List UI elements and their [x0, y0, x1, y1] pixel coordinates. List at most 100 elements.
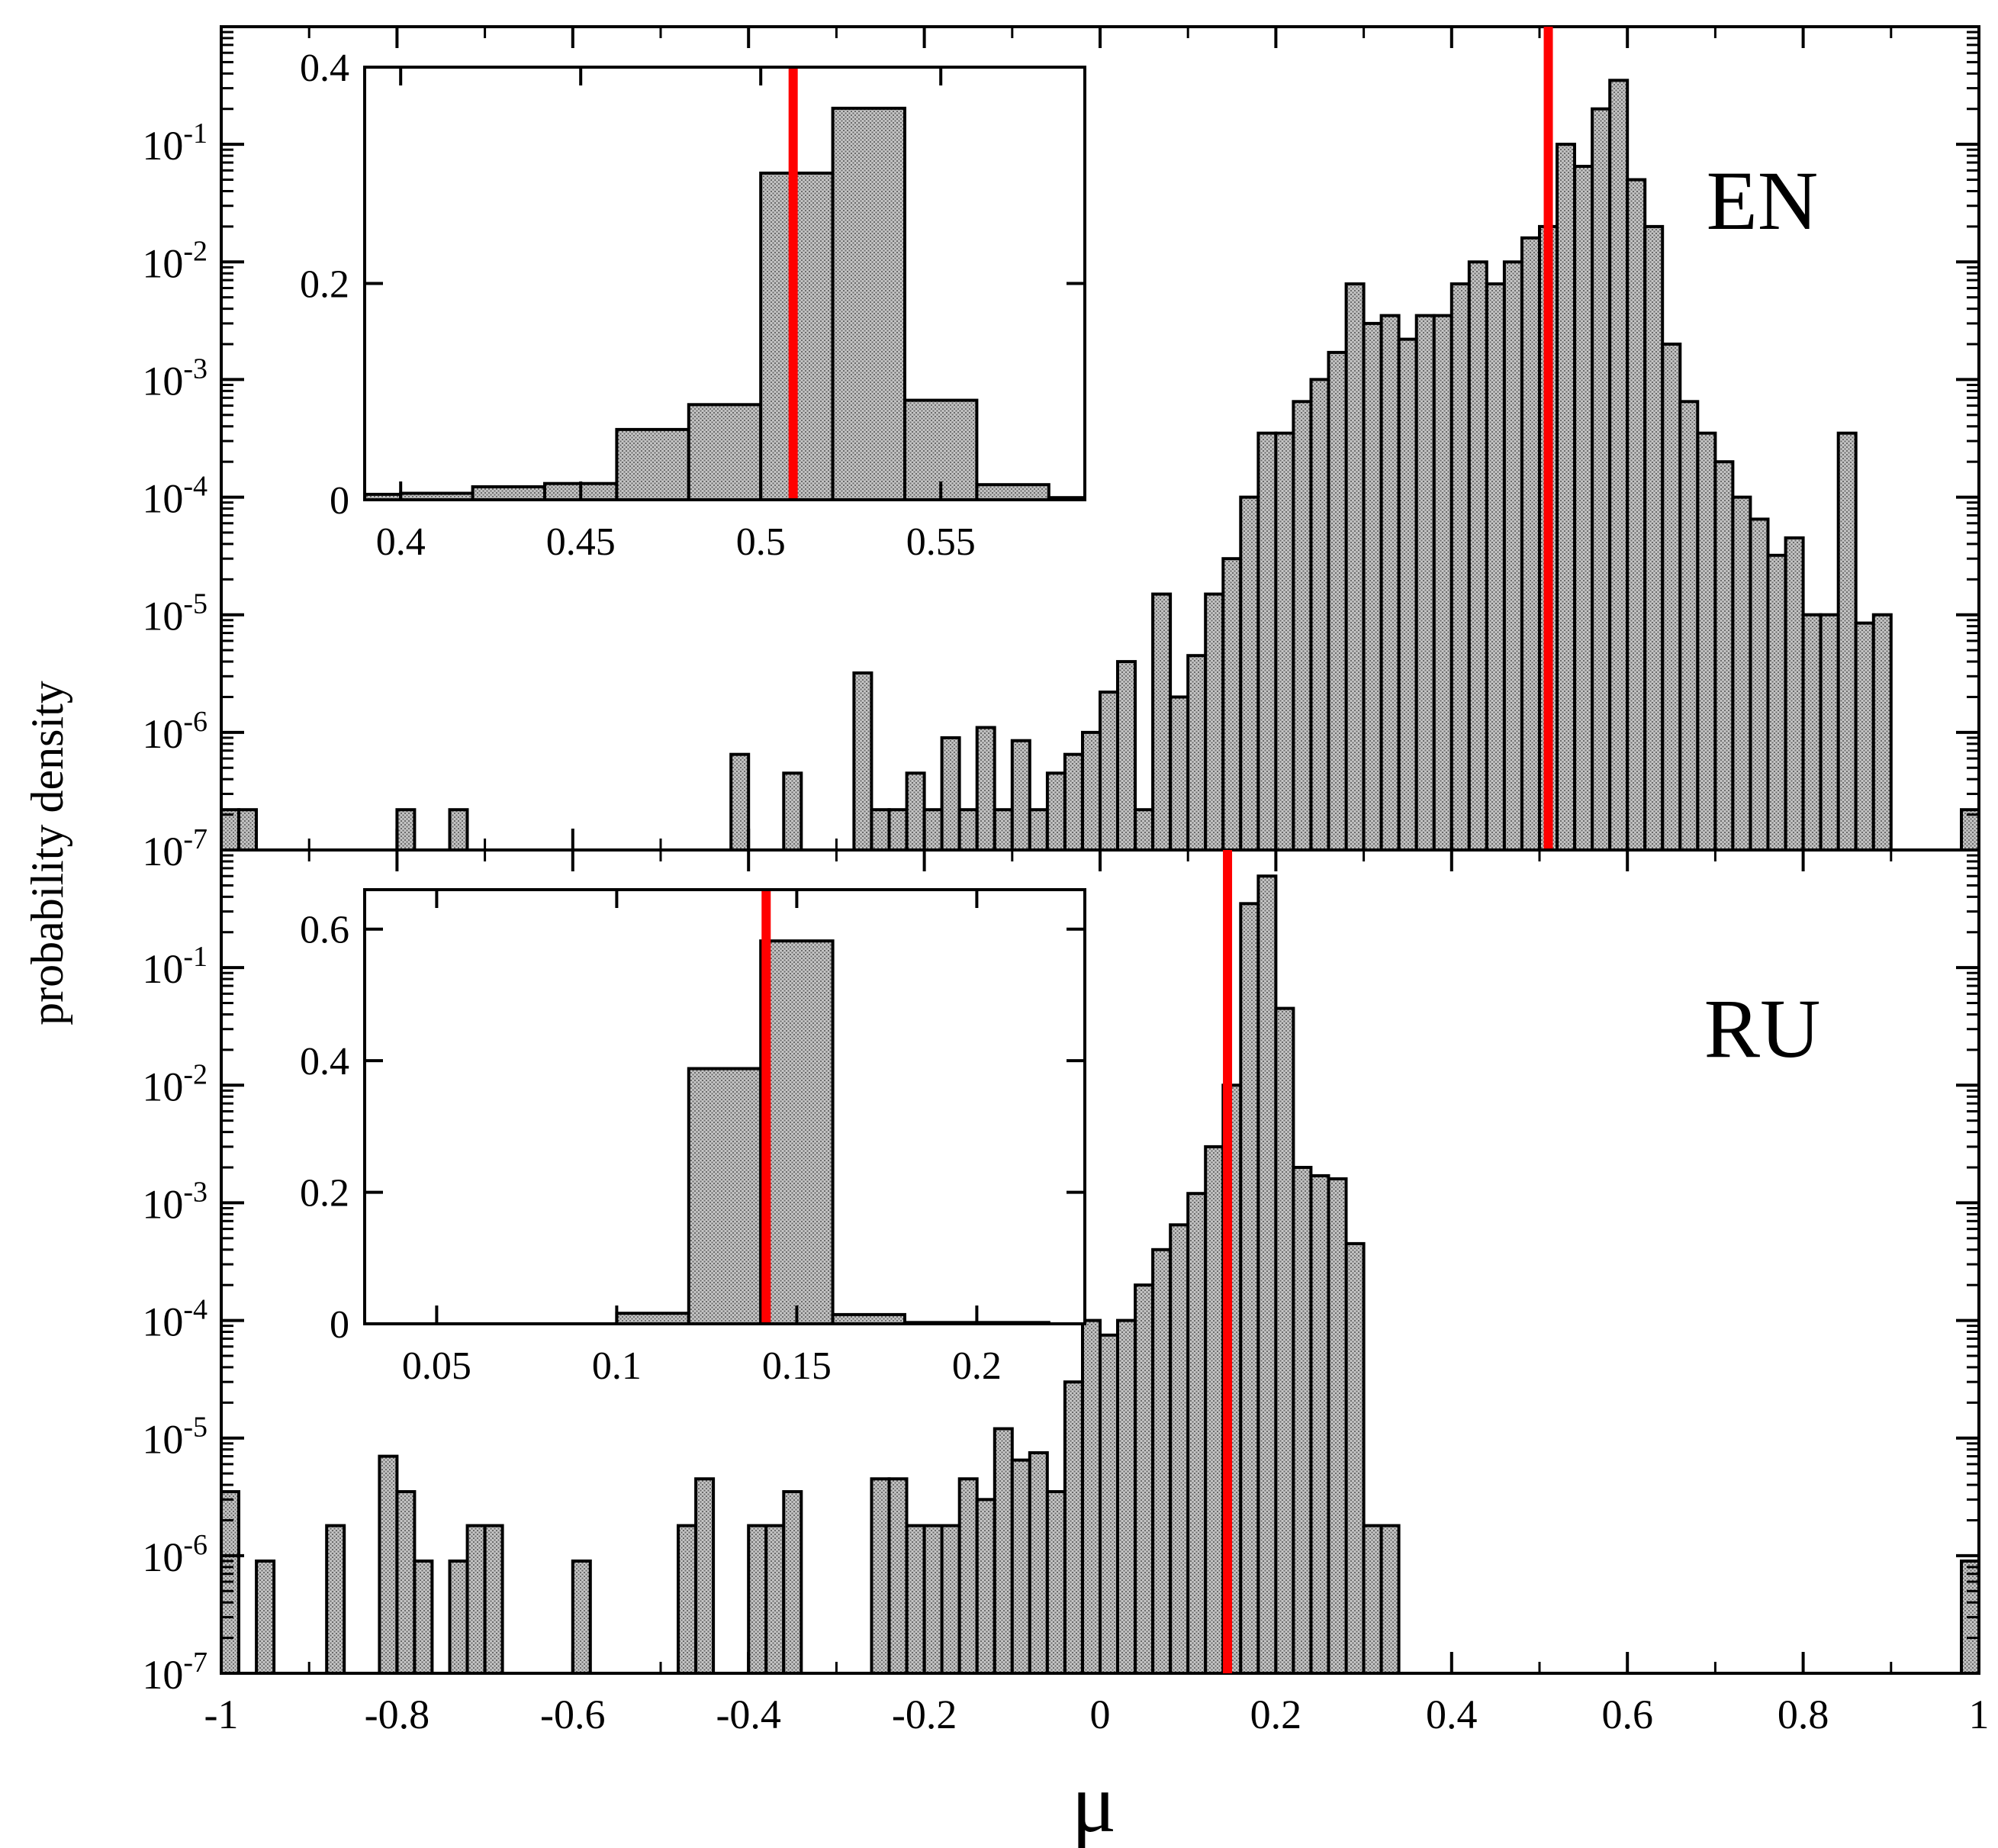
ru-inset-bars	[615, 939, 1050, 1324]
en-inset-histogram-bar	[687, 403, 763, 500]
en-inset-y-tick-label: 0	[330, 479, 349, 523]
ru-y-tick-label: 10-4	[142, 1294, 208, 1345]
en-y-tick-label-base: 10	[142, 711, 183, 757]
en-y-tick-label: 10-3	[142, 353, 208, 404]
en-histogram-bar	[1661, 343, 1682, 852]
ru-inset-x-tick-label: 0.05	[402, 1344, 471, 1388]
x-tick-label: 0.2	[1250, 1692, 1302, 1737]
en-histogram-bar	[957, 808, 979, 852]
en-histogram-bar	[1116, 660, 1137, 852]
ru-histogram-bar	[940, 1524, 961, 1675]
ru-histogram-bar	[1362, 1524, 1383, 1675]
ru-histogram-bar	[1028, 1451, 1049, 1675]
ru-histogram-bar	[1186, 1192, 1208, 1675]
en-histogram-bar	[1221, 557, 1243, 852]
ru-inset-x-tick-label: 0.2	[952, 1344, 1002, 1388]
en-inset-y-tick-label: 0.2	[300, 263, 349, 307]
en-inset-x-tick-label: 0.4	[376, 520, 426, 564]
ru-y-tick-label-base: 10	[142, 1299, 183, 1345]
ru-histogram-bar	[694, 1477, 716, 1675]
ru-y-tick-label: 10-1	[142, 941, 208, 992]
en-histogram-bar	[1678, 400, 1700, 852]
ru-histogram-bar	[1169, 1223, 1190, 1676]
en-y-tick-label: 10-2	[142, 235, 208, 286]
en-y-tick-label-exponent: -1	[183, 118, 208, 150]
ru-inset-frame	[363, 888, 1086, 1325]
ru-inset-y-tick-label: 0	[330, 1303, 349, 1347]
en-histogram-bar	[1608, 79, 1630, 852]
en-histogram-bar	[1256, 431, 1278, 852]
ru-histogram-bar	[1292, 1166, 1313, 1675]
ru-histogram-bar	[255, 1559, 276, 1676]
en-histogram-bar	[1045, 771, 1067, 852]
ru-y-tick-label-exponent: -1	[183, 941, 208, 973]
x-tick-label: 0	[1090, 1692, 1111, 1737]
en-y-tick-label: 10-5	[142, 588, 208, 639]
ru-y-tick-label-base: 10	[142, 1417, 183, 1463]
en-histogram-bar	[1204, 592, 1225, 852]
en-inset-histogram-bar	[615, 427, 690, 500]
ru-y-tick-label: 10-7	[142, 1647, 208, 1698]
en-y-tick-label-base: 10	[142, 240, 183, 286]
en-histogram-bar	[1871, 613, 1893, 852]
en-histogram-bar	[1186, 654, 1208, 852]
ru-histogram-bar	[1099, 1333, 1119, 1676]
en-histogram-bar	[1502, 260, 1523, 852]
en-histogram-bar	[1081, 730, 1102, 852]
en-histogram-bar	[1485, 282, 1506, 852]
x-tick-label: 1	[1969, 1692, 1990, 1737]
en-histogram-bar	[237, 808, 258, 852]
ru-histogram-bar	[1063, 1380, 1084, 1675]
en-histogram-bar	[1239, 495, 1260, 852]
x-tick-label: 0.4	[1426, 1692, 1478, 1737]
ru-y-tick-label: 10-3	[142, 1176, 208, 1227]
ru-histogram-bar	[1309, 1174, 1330, 1675]
ru-histogram-bar	[975, 1498, 996, 1676]
en-histogram-bar	[1766, 553, 1787, 852]
en-y-tick-label-exponent: -5	[183, 588, 208, 620]
ru-y-tick-label: 10-5	[142, 1412, 208, 1463]
en-histogram-bar	[1379, 314, 1401, 852]
ru-histogram-bar	[905, 1524, 926, 1675]
en-histogram-bar	[887, 808, 909, 852]
en-histogram-bar	[729, 752, 751, 852]
ru-panel-label: RU	[1704, 982, 1821, 1075]
ru-histogram-bar	[325, 1524, 346, 1675]
en-histogram-bar	[1749, 517, 1770, 852]
en-histogram-bar	[220, 808, 240, 852]
en-y-tick-label-base: 10	[142, 829, 183, 874]
ru-histogram-bar	[1239, 902, 1260, 1676]
ru-histogram-bar	[887, 1477, 909, 1675]
en-y-tick-label-base: 10	[142, 594, 183, 639]
en-histogram-bar	[905, 771, 926, 852]
ru-histogram-bar	[957, 1477, 979, 1675]
x-axis-title: μ	[1072, 1756, 1117, 1848]
ru-histogram-bar	[448, 1559, 469, 1676]
ru-histogram-bar	[483, 1524, 504, 1675]
en-histogram-bar	[1573, 165, 1594, 852]
ru-y-tick-label-base: 10	[142, 1064, 183, 1109]
en-histogram-bar	[1099, 691, 1119, 852]
x-tick-label: 0.8	[1778, 1692, 1829, 1737]
ru-histogram-bar	[1344, 1241, 1366, 1675]
en-histogram-bar	[1556, 143, 1576, 852]
ru-y-tick-label-base: 10	[142, 1652, 183, 1698]
en-inset-histogram-bar	[975, 483, 1050, 500]
ru-histogram-bar	[1010, 1458, 1031, 1675]
ru-histogram-bar	[378, 1454, 399, 1675]
en-histogram-bar	[1414, 314, 1436, 852]
ru-y-tick-label-exponent: -7	[183, 1647, 208, 1679]
en-histogram-bar	[1626, 178, 1647, 852]
ru-histogram-bar	[1379, 1524, 1401, 1675]
ru-histogram-bar	[870, 1477, 891, 1675]
y-axis-title: probability density	[22, 681, 72, 1025]
en-histogram-bar	[1467, 260, 1488, 852]
en-histogram-bar	[1169, 695, 1190, 852]
en-histogram-bar	[395, 808, 417, 852]
ru-histogram-bar	[413, 1559, 434, 1676]
en-histogram-bar	[1960, 808, 1980, 852]
ru-inset-x-tick-label: 0.1	[592, 1344, 642, 1388]
en-histogram-bar	[1836, 431, 1858, 852]
x-tick-label: -0.2	[892, 1692, 957, 1737]
en-y-tick-label-base: 10	[142, 476, 183, 522]
